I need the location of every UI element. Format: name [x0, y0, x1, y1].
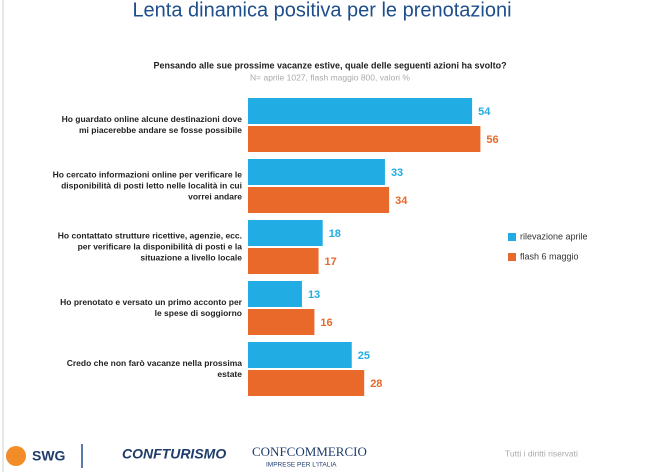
bar [248, 126, 481, 152]
value-label: 16 [320, 317, 332, 329]
value-label: 13 [308, 289, 320, 301]
chart-subtitle: Pensando alle sue prossime vacanze estiv… [153, 60, 506, 70]
value-label: 25 [358, 350, 370, 362]
value-label: 34 [395, 195, 408, 207]
bar [248, 220, 323, 246]
confturismo-logo: CONFTURISMO [122, 446, 226, 462]
legend-label: rilevazione aprile [520, 231, 588, 241]
bar [248, 159, 385, 185]
bar [248, 98, 473, 124]
chart-note: N= aprile 1027, flash maggio 800, valori… [250, 72, 410, 82]
category-label: Ho guardato online alcune destinazioni d… [61, 114, 242, 135]
legend-label: flash 6 maggio [520, 251, 579, 261]
bar [248, 281, 302, 307]
category-label: Ho cercato informazioni online per verif… [52, 169, 242, 202]
bar [248, 342, 352, 368]
legend-swatch [508, 253, 516, 261]
category-label: Ho contattato strutture ricettive, agenz… [57, 230, 242, 263]
rights: Tutti i diritti riservati [505, 448, 578, 458]
bar [248, 248, 319, 274]
value-label: 54 [478, 106, 491, 118]
swg-logo-mark [6, 446, 26, 466]
category-label: Ho prenotato e versato un primo acconto … [60, 297, 242, 318]
value-label: 17 [325, 256, 337, 268]
value-label: 28 [370, 378, 382, 390]
swg-logo: SWG [32, 448, 66, 464]
bar [248, 309, 315, 335]
legend-swatch [508, 233, 516, 241]
category-label: Credo che non farò vacanze nella prossim… [66, 358, 242, 379]
value-label: 33 [391, 167, 403, 179]
value-label: 18 [329, 228, 341, 240]
value-label: 56 [486, 134, 498, 146]
confcommercio-tagline: IMPRESE PER L'ITALIA [266, 462, 337, 469]
chart-title: Lenta dinamica positiva per le prenotazi… [132, 0, 511, 21]
bar [248, 187, 390, 213]
bar [248, 370, 365, 396]
confcommercio-logo: CONFCOMMERCIO [252, 444, 367, 459]
